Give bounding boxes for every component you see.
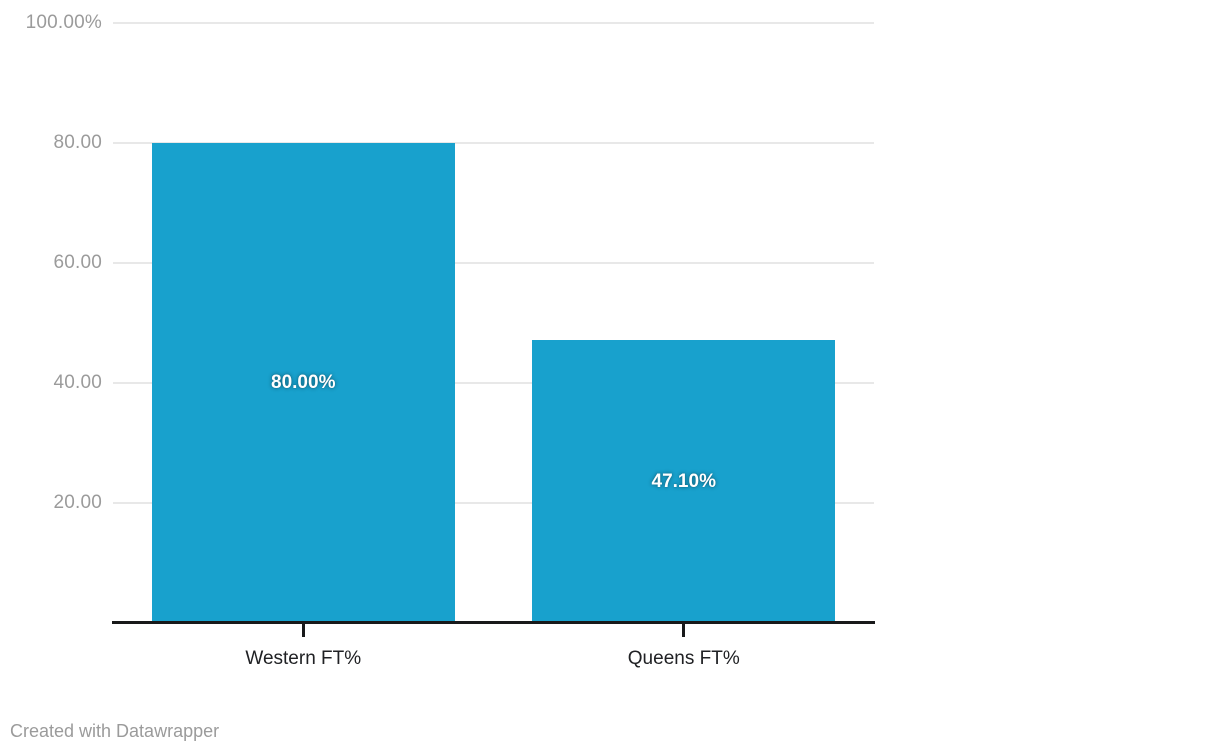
bar-value-label: 47.10% <box>651 470 716 492</box>
y-gridline <box>113 142 874 144</box>
x-category-label: Queens FT% <box>627 648 740 669</box>
x-axis-line <box>112 621 875 624</box>
y-axis-tick-label: 100.00% <box>25 12 102 33</box>
y-axis-tick-label: 80.00 <box>53 132 102 153</box>
y-gridline <box>113 502 874 504</box>
bar-queens-ft <box>532 340 836 623</box>
x-category-label: Western FT% <box>245 648 362 669</box>
datawrapper-credit-link[interactable]: Created with Datawrapper <box>10 721 220 741</box>
bar-western-ft <box>151 143 455 623</box>
y-axis-tick-label: 60.00 <box>53 252 102 273</box>
x-axis-tick <box>682 624 686 637</box>
bar-value-label: 80.00% <box>271 372 336 393</box>
y-axis-tick-label: 20.00 <box>53 492 102 513</box>
y-gridline <box>113 262 874 264</box>
y-axis-tick-label: 40.00 <box>53 372 102 393</box>
y-gridline <box>113 22 874 24</box>
x-axis-tick <box>301 624 305 637</box>
y-gridline <box>113 382 874 384</box>
